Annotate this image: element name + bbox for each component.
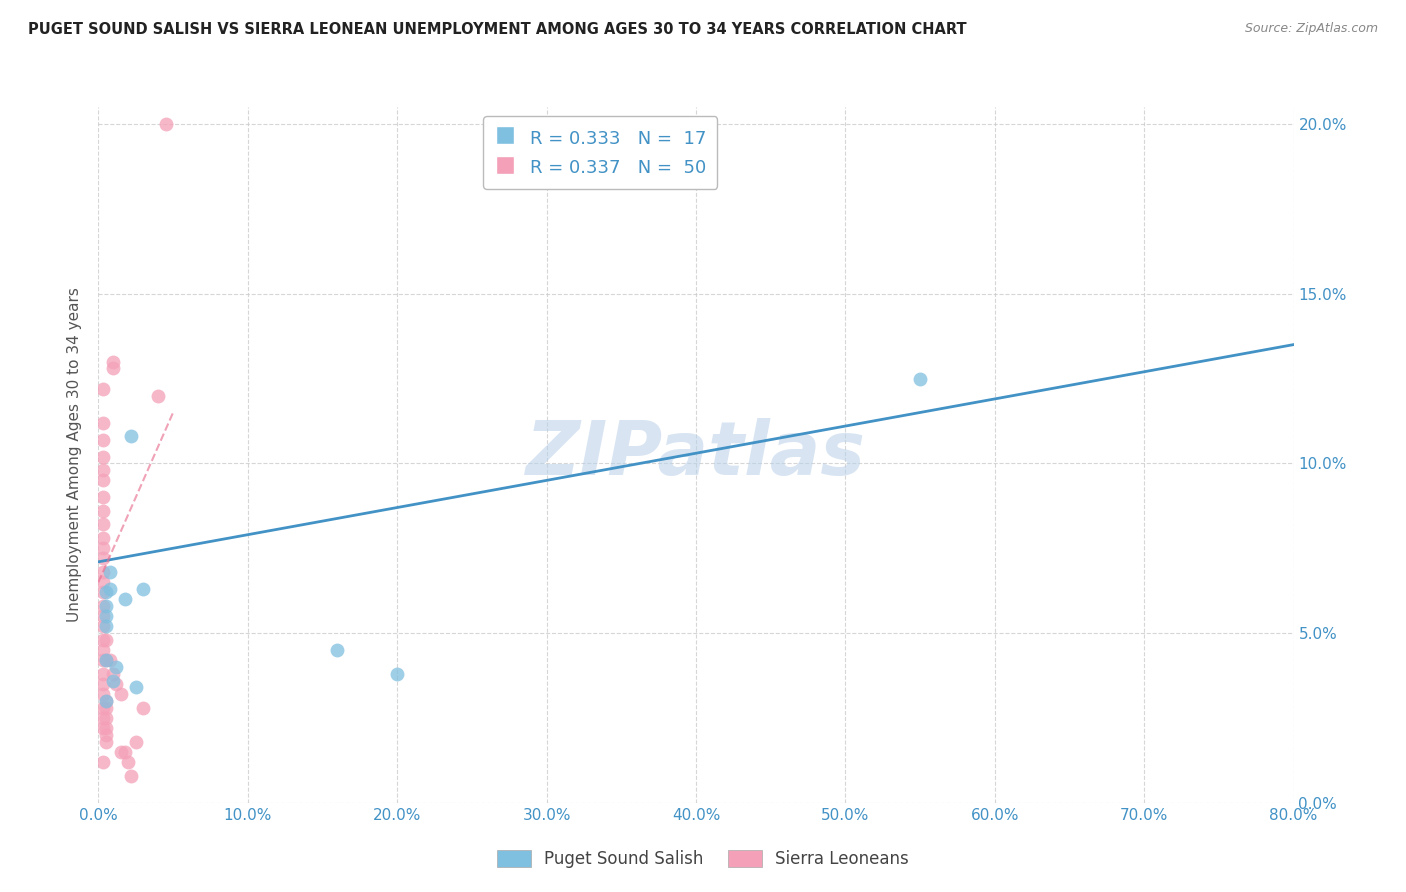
Point [94,599,117,613]
Point [94,653,117,667]
Point [94,694,117,708]
Point [148,388,170,402]
Point [91,677,114,691]
Point [385,666,409,681]
Point [91,653,114,667]
Point [103,361,125,376]
Point [91,721,114,735]
Point [91,491,114,505]
Point [100,653,122,667]
Point [94,653,117,667]
Point [110,745,132,759]
Point [91,504,114,518]
Point [105,677,128,691]
Point [100,565,122,579]
Point [110,687,132,701]
Point [91,755,114,769]
Point [908,371,931,385]
Point [94,721,117,735]
Point [91,687,114,701]
Point [114,745,136,759]
Point [125,735,148,749]
Point [91,619,114,633]
Point [91,599,114,613]
Point [114,592,136,607]
Point [132,582,155,596]
Point [91,565,114,579]
Point [155,117,177,131]
Point [91,575,114,590]
Point [91,585,114,599]
Point [91,382,114,396]
Point [94,735,117,749]
Point [103,673,125,688]
Point [91,632,114,647]
Point [91,433,114,447]
Point [94,711,117,725]
Text: PUGET SOUND SALISH VS SIERRA LEONEAN UNEMPLOYMENT AMONG AGES 30 TO 34 YEARS CORR: PUGET SOUND SALISH VS SIERRA LEONEAN UNE… [28,22,967,37]
Point [103,666,125,681]
Point [91,517,114,532]
Point [91,643,114,657]
Point [91,531,114,545]
Text: Source: ZipAtlas.com: Source: ZipAtlas.com [1244,22,1378,36]
Point [91,609,114,624]
Point [132,700,155,714]
Point [94,619,117,633]
Y-axis label: Unemployment Among Ages 30 to 34 years: Unemployment Among Ages 30 to 34 years [67,287,83,623]
Point [91,541,114,556]
Point [103,354,125,368]
Legend: R = 0.333   N =  17, R = 0.337   N =  50: R = 0.333 N = 17, R = 0.337 N = 50 [484,116,717,189]
Point [125,681,148,695]
Text: ZIPatlas: ZIPatlas [526,418,866,491]
Point [100,582,122,596]
Point [105,660,128,674]
Point [94,700,117,714]
Point [91,474,114,488]
Point [117,755,139,769]
Point [326,643,349,657]
Point [120,769,142,783]
Point [91,711,114,725]
Point [91,463,114,477]
Point [91,666,114,681]
Legend: Puget Sound Salish, Sierra Leoneans: Puget Sound Salish, Sierra Leoneans [491,843,915,875]
Point [91,416,114,430]
Point [91,450,114,464]
Point [94,632,117,647]
Point [120,429,142,443]
Point [94,728,117,742]
Point [91,551,114,566]
Point [94,585,117,599]
Point [91,700,114,714]
Point [94,609,117,624]
Point [94,694,117,708]
